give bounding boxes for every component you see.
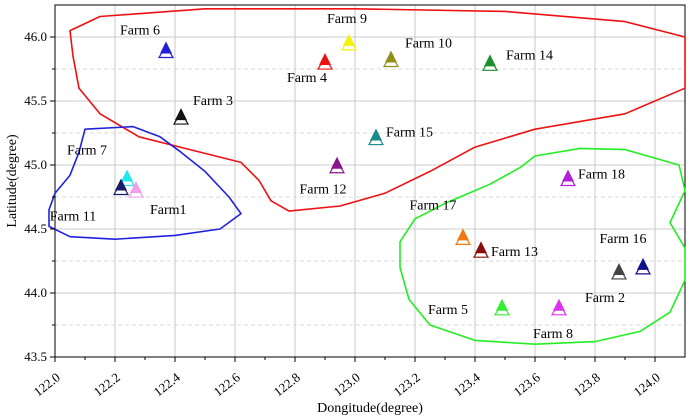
farm-label: Farm 9 xyxy=(327,12,367,27)
farm-label: Farm 6 xyxy=(120,24,160,39)
farm-marker xyxy=(562,169,574,182)
farm-marker xyxy=(457,228,469,241)
farm-marker xyxy=(637,257,649,270)
farm-label: Farm 14 xyxy=(506,48,553,63)
farm-marker xyxy=(553,298,565,311)
x-axis-title: Dongitude(degree) xyxy=(317,401,423,416)
x-tick-label: 123.6 xyxy=(511,369,544,399)
farm-marker xyxy=(343,33,355,46)
farm-marker xyxy=(370,128,382,141)
farm-label: Farm 16 xyxy=(599,232,646,247)
y-tick-label: 45.5 xyxy=(24,93,47,108)
x-tick-label: 123.4 xyxy=(451,369,484,399)
farm-label: Farm 17 xyxy=(409,198,456,213)
y-tick-label: 45.0 xyxy=(24,157,47,172)
y-tick-label: 44.0 xyxy=(24,285,47,300)
x-tick-label: 124.0 xyxy=(631,370,663,400)
farm-marker xyxy=(475,241,487,254)
farm-label: Farm 7 xyxy=(67,144,107,159)
farm-marker xyxy=(484,54,496,67)
farm-marker xyxy=(496,298,508,311)
farm-marker xyxy=(319,53,331,66)
farm-label: Farm 4 xyxy=(287,71,327,86)
x-tick-label: 122.2 xyxy=(91,370,123,400)
farm-label: Farm 12 xyxy=(299,183,346,198)
farm-label: Farm 10 xyxy=(405,36,452,51)
x-tick-label: 122.0 xyxy=(31,370,63,400)
farm-marker xyxy=(331,156,343,169)
farm-label: Farm 11 xyxy=(50,209,97,224)
farm-marker xyxy=(121,169,133,182)
farm-markers xyxy=(112,33,652,316)
cluster-region-outline xyxy=(69,8,686,212)
x-tick-label: 123.8 xyxy=(571,370,603,400)
farm-label: Farm 5 xyxy=(428,303,468,318)
plot-frame xyxy=(54,4,686,358)
axis-ticks xyxy=(50,36,656,362)
x-tick-label: 123.2 xyxy=(391,370,423,400)
farm-marker xyxy=(130,181,142,194)
farm-label: Farm 13 xyxy=(491,245,538,260)
farm-label: Farm 18 xyxy=(578,168,625,183)
farm-marker xyxy=(175,108,187,121)
cluster-region-outline xyxy=(48,125,242,240)
farm-label: Farm 2 xyxy=(585,291,625,306)
farm-labels: Farm 6 Farm 9 Farm 10 Farm 4 Farm 14 Farm 3 Fa… xyxy=(50,12,647,342)
y-tick-label: 46.0 xyxy=(24,29,47,44)
farm-marker xyxy=(115,178,127,191)
cluster-regions xyxy=(48,8,686,346)
x-tick-label: 123.0 xyxy=(331,370,363,400)
farm-label: Farm1 xyxy=(150,203,187,218)
cluster-region-outline xyxy=(399,147,686,346)
farm-marker xyxy=(613,262,625,275)
x-tick-label: 122.8 xyxy=(271,370,303,400)
y-tick-label: 44.5 xyxy=(24,221,47,236)
farm-marker xyxy=(160,41,172,54)
x-tick-label: 122.6 xyxy=(211,369,244,399)
y-tick-labels: 43.5 44.0 44.5 45.0 45.5 46.0 xyxy=(24,29,47,364)
farm-label: Farm 3 xyxy=(193,94,233,109)
y-tick-label: 43.5 xyxy=(24,349,47,364)
farm-label: Farm 8 xyxy=(533,327,573,342)
x-tick-label: 122.4 xyxy=(151,369,184,399)
farm-label: Farm 15 xyxy=(386,126,433,141)
farm-marker xyxy=(385,50,397,63)
x-tick-labels: 122.0 122.2 122.4 122.6 122.8 123.0 123.2 123.4… xyxy=(31,369,663,399)
y-axis-title: Latitude(degree) xyxy=(5,134,20,228)
